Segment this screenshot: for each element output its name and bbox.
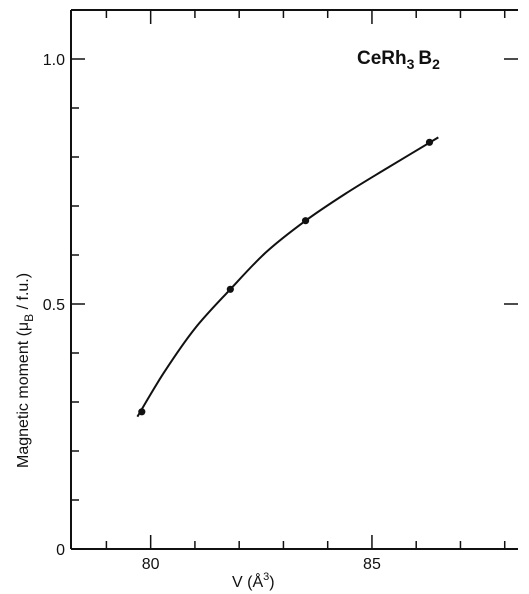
fit-curve [136,136,439,418]
data-points [138,138,434,416]
data-point [425,138,434,146]
y-tick-label: 1.0 [43,52,65,69]
tick-labels: 80 85 0 0.5 1.0 [43,52,381,573]
x-tick-label: 85 [363,556,381,573]
data-point [138,408,146,416]
y-tick-label: 0 [56,542,65,559]
y-axis-title: Magnetic moment (μB / f.u.) [15,273,36,468]
y-tick-label: 0.5 [43,297,65,314]
axes [70,9,518,550]
data-point [301,217,310,225]
x-axis-title: V (Å3) [232,571,275,591]
ticks [71,10,518,550]
x-tick-label: 80 [142,556,160,573]
data-point [226,285,234,293]
chart-title: CeRh3 B2 [357,48,440,72]
